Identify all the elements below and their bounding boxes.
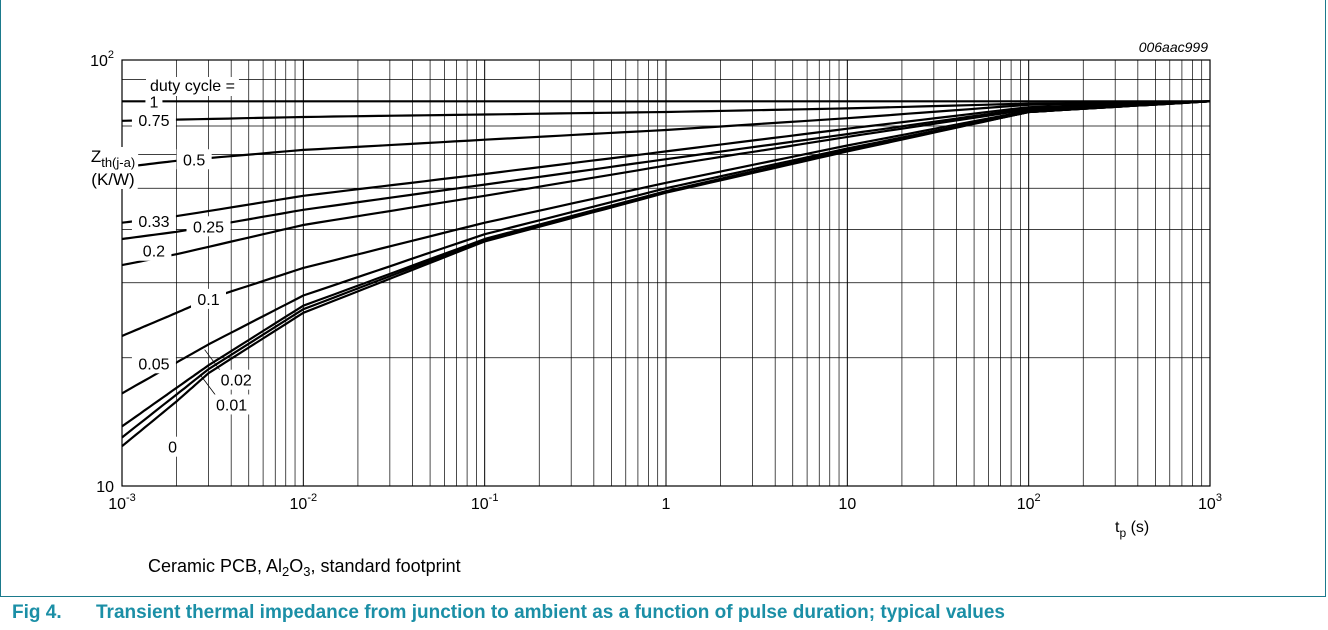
series-label-bg [145,91,163,112]
thermal-impedance-chart: 1 0.75 0.5 0.33 0.25 0.2 0.1 0.05 0.02 0.01 0 10-3… [87,39,1222,540]
axis-label-bg [88,170,138,189]
chart-code: 006aac999 [1139,39,1209,55]
x-tick-label: 10-3 [108,492,136,513]
y-axis-unit: (K/W) [91,170,134,189]
note-text-3: , standard footprint [310,556,461,576]
series-label: 1 [149,94,158,111]
series-label: 0.05 [138,356,169,373]
series-label: 0.1 [197,292,219,309]
y-axis-label: Zth(j-a) [91,147,135,170]
note-text-2: O [289,556,304,576]
x-tick-label: 10 [838,496,856,513]
series-label: 0.2 [143,244,165,261]
note-text-1: Ceramic PCB, Al [148,556,283,576]
series-label-bg [186,216,231,237]
series-line [121,100,1211,448]
figure-caption: Fig 4. Transient thermal impedance from j… [12,602,1005,624]
x-tick-label: 10-1 [471,492,499,513]
series-line [121,100,1211,122]
note-sub-1: 2 [282,564,290,579]
note-sub-2: 3 [303,564,311,579]
series-label: 0.01 [216,397,247,414]
legend-title-bg [146,77,239,96]
series-label-bg [131,110,176,131]
series-label-bg [164,436,182,457]
series-label-bg [217,369,262,390]
x-tick-label: 10-2 [290,492,318,513]
series-label-bg [213,394,258,415]
x-axis-label-sub: p [1119,526,1126,540]
y-tick-label: 10 [96,479,114,496]
x-tick-label: 102 [1017,492,1041,513]
figure-caption-text: Transient thermal impedance from junctio… [96,602,1005,623]
series-label-bg [131,353,176,374]
x-axis-label-unit: (s) [1126,519,1149,536]
series-label-bg [131,210,176,231]
figure-frame [0,0,1326,597]
series-label: 0.25 [193,219,224,236]
series-label: 0.33 [138,214,169,231]
figure-number: Fig 4. [12,602,62,623]
y-axis-label-sub: th(j-a) [101,155,135,170]
y-tick-label: 102 [90,49,114,70]
plot-area [121,59,1211,487]
series-line [121,100,1211,267]
series-line [121,100,1211,338]
label-layer: 1 0.75 0.5 0.33 0.25 0.2 0.1 0.05 0.02 0.01 0 [131,91,262,457]
x-axis-label: tp (s) [1115,519,1149,540]
series-label: 0.02 [221,373,252,390]
series-layer [121,100,1211,448]
series-label-bg [191,288,227,309]
x-tick-label: 1 [662,496,671,513]
y-axis-label-main: Z [91,147,101,166]
series-label: 0.5 [183,152,205,169]
x-tick-label: 103 [1198,492,1222,513]
series-label: 0 [168,440,177,457]
x-axis-label-main: t [1115,519,1120,536]
series-line [121,100,1211,224]
series-label: 0.75 [138,113,169,130]
board-note: Ceramic PCB, Al2O3, standard footprint [148,556,461,579]
series-label-bg [136,240,172,261]
legend-title: duty cycle = [150,78,235,95]
axis-label-bg [87,147,139,170]
series-label-bg [176,149,212,170]
